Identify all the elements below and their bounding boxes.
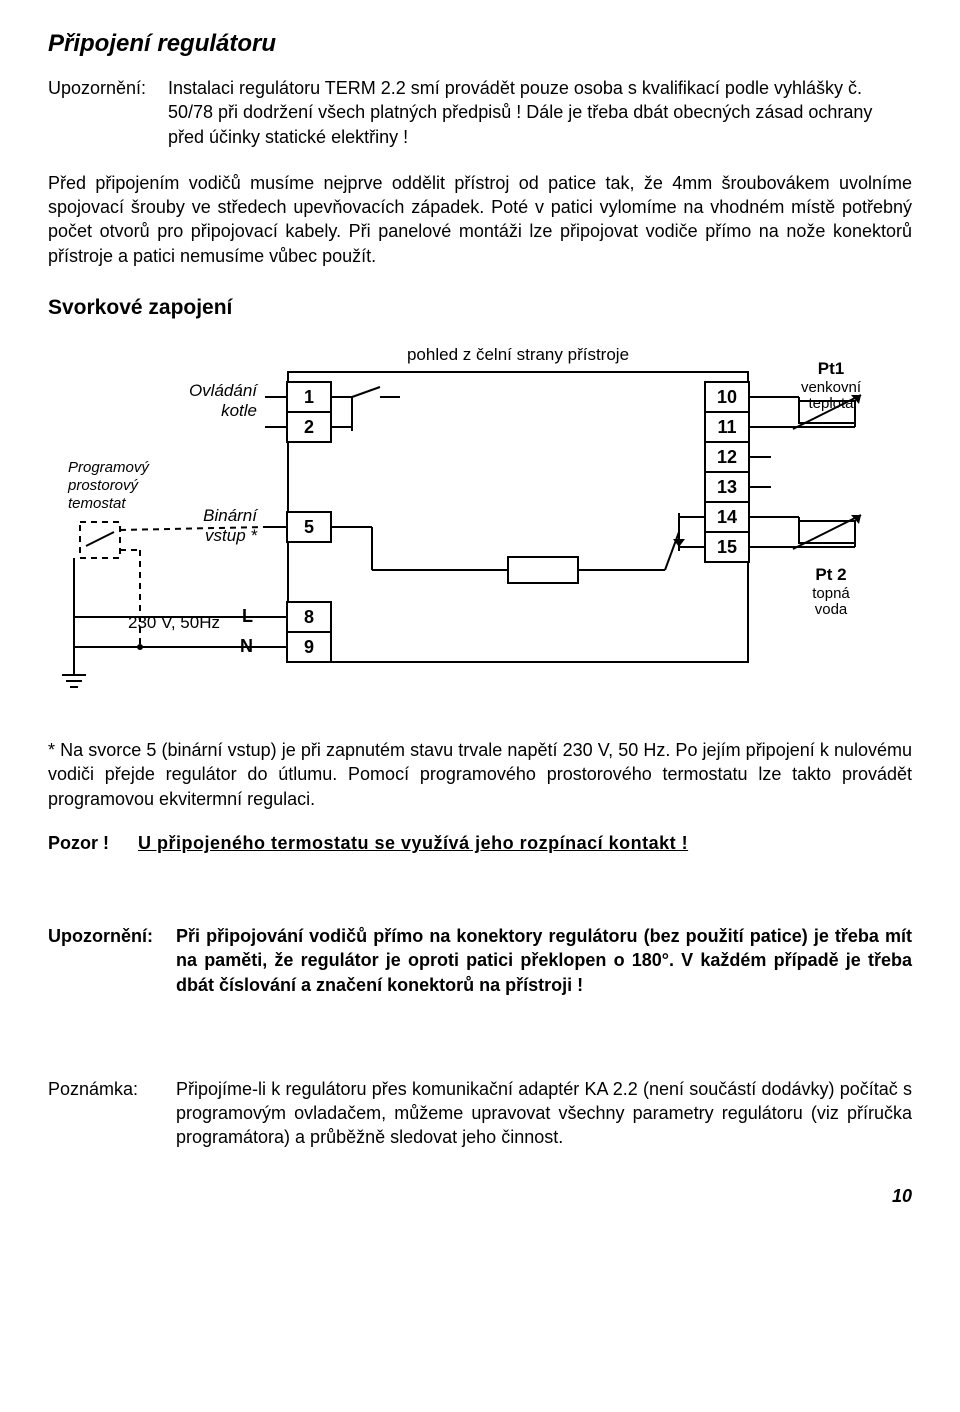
svg-text:voda: voda (815, 601, 848, 618)
warning-2-label: Upozornění: (48, 924, 176, 997)
warning-2: Upozornění: Při připojování vodičů přímo… (48, 924, 912, 997)
wiring-diagram: pohled z čelní strany přístroje125891011… (48, 332, 912, 692)
svg-text:Binární: Binární (203, 506, 259, 525)
section-heading: Svorkové zapojení (48, 296, 912, 320)
svg-text:9: 9 (304, 637, 314, 657)
svg-text:temostat: temostat (68, 495, 126, 512)
svg-text:1: 1 (304, 387, 314, 407)
svg-text:pohled z čelní strany přístroj: pohled z čelní strany přístroje (407, 345, 629, 364)
paragraph-1: Před připojením vodičů musíme nejprve od… (48, 171, 912, 268)
svg-text:topná: topná (812, 585, 850, 602)
svg-text:Pt1: Pt1 (818, 359, 844, 378)
svg-text:15: 15 (717, 537, 737, 557)
pozor-label: Pozor ! (48, 833, 138, 854)
svg-text:venkovní: venkovní (801, 379, 862, 396)
svg-text:2: 2 (304, 417, 314, 437)
svg-text:5: 5 (304, 517, 314, 537)
footnote: * Na svorce 5 (binární vstup) je při zap… (48, 738, 912, 811)
svg-text:8: 8 (304, 607, 314, 627)
warning-2-body: Při připojování vodičů přímo na konektor… (176, 924, 912, 997)
svg-text:vstup *: vstup * (205, 526, 258, 545)
svg-text:teplota: teplota (808, 395, 854, 412)
warning-1-body: Instalaci regulátoru TERM 2.2 smí provád… (168, 76, 912, 149)
page-title: Připojení regulátoru (48, 30, 912, 58)
svg-text:14: 14 (717, 507, 737, 527)
svg-text:kotle: kotle (221, 401, 257, 420)
note-label: Poznámka: (48, 1077, 176, 1150)
pozor-body: U připojeného termostatu se využívá jeho… (138, 833, 912, 854)
warning-1-label: Upozornění: (48, 76, 168, 149)
warning-1: Upozornění: Instalaci regulátoru TERM 2.… (48, 76, 912, 149)
svg-text:11: 11 (717, 417, 736, 437)
svg-text:13: 13 (717, 477, 737, 497)
svg-text:Ovládání: Ovládání (189, 381, 259, 400)
svg-text:230 V, 50Hz: 230 V, 50Hz (128, 613, 220, 632)
note-row: Poznámka: Připojíme-li k regulátoru přes… (48, 1077, 912, 1150)
pozor-row: Pozor ! U připojeného termostatu se využ… (48, 833, 912, 854)
page-number: 10 (48, 1186, 912, 1207)
svg-text:Pt 2: Pt 2 (815, 565, 846, 584)
svg-text:Programový: Programový (68, 459, 150, 476)
svg-text:12: 12 (717, 447, 737, 467)
svg-text:10: 10 (717, 387, 737, 407)
note-body: Připojíme-li k regulátoru přes komunikač… (176, 1077, 912, 1150)
svg-text:prostorový: prostorový (67, 477, 140, 494)
